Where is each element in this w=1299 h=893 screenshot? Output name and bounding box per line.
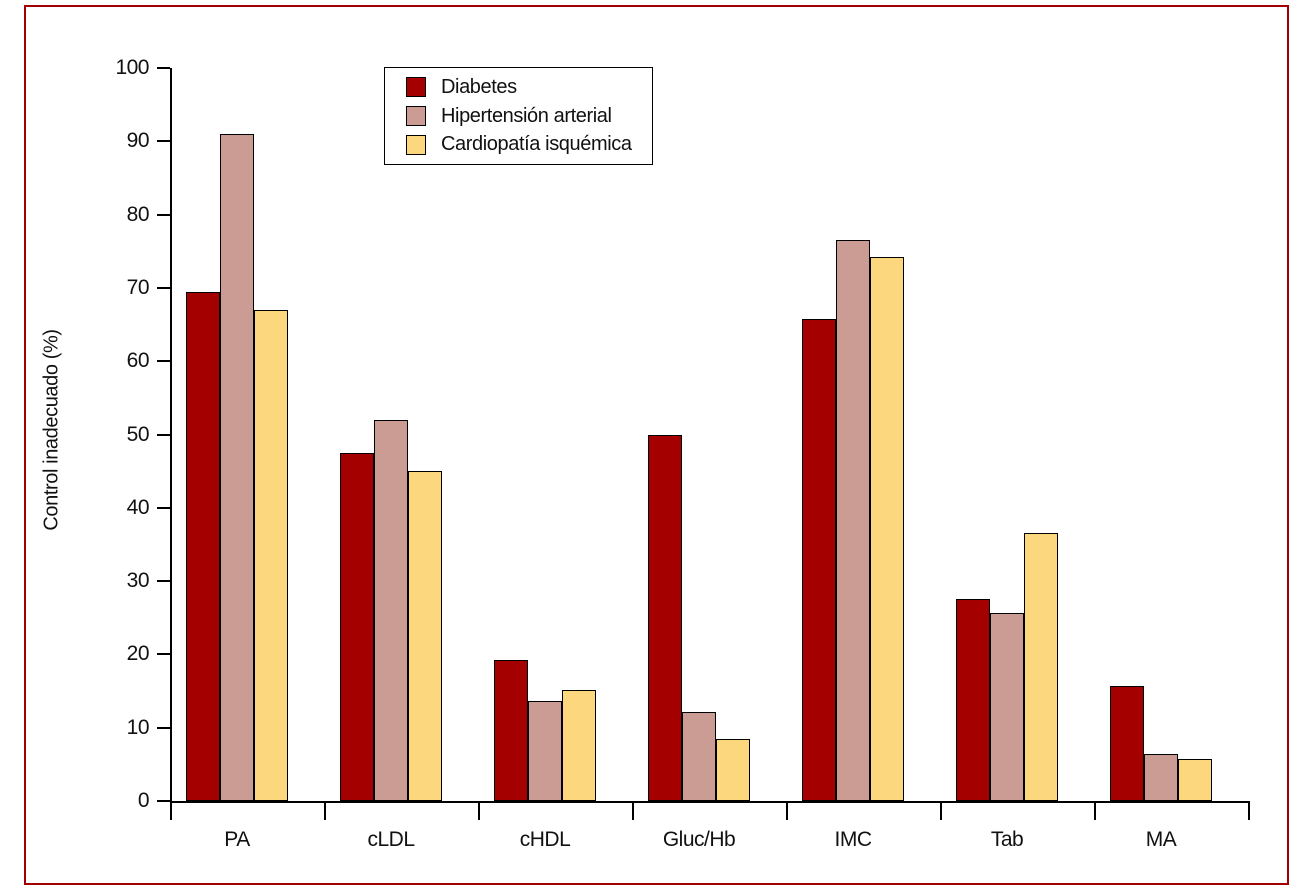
bar-pa-s1 xyxy=(220,133,254,801)
x-tick xyxy=(170,803,172,820)
legend: Diabetes Hipertensión arterial Cardiopat… xyxy=(384,67,653,165)
legend-item-cardiopatia: Cardiopatía isquémica xyxy=(385,133,652,156)
bar-gluc-hb-s0 xyxy=(648,434,682,801)
y-tick-label: 80 xyxy=(126,202,150,226)
x-tick xyxy=(786,803,788,820)
bar-cldl-s2 xyxy=(408,471,442,801)
x-tick xyxy=(632,803,634,820)
x-category-label: Tab xyxy=(990,828,1024,851)
y-axis-title: Control inadecuado (%) xyxy=(40,329,63,531)
bar-tab-s1 xyxy=(990,612,1024,801)
x-category-label: MA xyxy=(1145,828,1177,851)
bar-ma-s0 xyxy=(1110,685,1144,801)
x-tick xyxy=(1248,803,1250,820)
bar-ma-s2 xyxy=(1178,759,1212,801)
bar-pa-s0 xyxy=(186,291,220,801)
legend-item-hipertension: Hipertensión arterial xyxy=(385,105,652,128)
y-tick xyxy=(157,433,170,436)
y-tick xyxy=(157,140,170,143)
y-tick xyxy=(157,726,170,729)
x-category-label: cHDL xyxy=(519,828,571,851)
legend-label-diabetes: Diabetes xyxy=(441,75,517,98)
x-tick xyxy=(324,803,326,820)
y-tick-label: 20 xyxy=(126,642,150,666)
y-tick xyxy=(157,67,170,69)
bar-chdl-s2 xyxy=(562,689,596,801)
bar-chdl-s0 xyxy=(494,659,528,801)
bar-tab-s0 xyxy=(956,599,990,801)
y-tick xyxy=(157,506,170,509)
bar-cldl-s0 xyxy=(340,452,374,801)
bar-tab-s2 xyxy=(1024,532,1058,801)
x-category-label: cLDL xyxy=(367,828,415,851)
bar-imc-s2 xyxy=(870,257,904,801)
x-tick xyxy=(1094,803,1096,820)
bar-gluc-hb-s1 xyxy=(682,711,716,801)
y-tick-label: 0 xyxy=(137,789,150,812)
bar-ma-s1 xyxy=(1144,754,1178,801)
bar-imc-s0 xyxy=(802,319,836,801)
y-tick-label: 50 xyxy=(126,422,150,446)
x-category-label: IMC xyxy=(834,828,873,851)
x-category-label: PA xyxy=(224,828,250,851)
y-tick xyxy=(157,286,170,289)
x-axis-line xyxy=(170,801,1250,803)
y-tick-label: 90 xyxy=(126,129,150,153)
x-tick xyxy=(940,803,942,820)
legend-swatch-cardiopatia xyxy=(406,134,426,155)
y-tick-label: 60 xyxy=(126,349,150,373)
legend-label-cardiopatia: Cardiopatía isquémica xyxy=(441,133,632,156)
legend-label-hipertension: Hipertensión arterial xyxy=(441,104,612,127)
y-tick-label: 100 xyxy=(115,56,149,79)
y-tick-label: 30 xyxy=(126,569,150,593)
bar-pa-s2 xyxy=(254,309,288,801)
y-tick-label: 40 xyxy=(126,495,150,519)
y-tick-label: 10 xyxy=(126,715,150,739)
bar-gluc-hb-s2 xyxy=(716,739,750,801)
y-tick xyxy=(157,580,170,583)
y-tick xyxy=(157,360,170,363)
y-tick-label: 70 xyxy=(126,275,150,299)
legend-item-diabetes: Diabetes xyxy=(385,76,652,99)
x-category-label: Gluc/Hb xyxy=(662,828,736,851)
y-tick xyxy=(157,213,170,216)
x-tick xyxy=(478,803,480,820)
y-tick xyxy=(157,800,170,802)
bar-chdl-s1 xyxy=(528,700,562,801)
bar-cldl-s1 xyxy=(374,419,408,801)
y-axis-line xyxy=(170,68,172,801)
legend-swatch-hipertension xyxy=(406,106,426,126)
legend-swatch-diabetes xyxy=(406,77,426,98)
y-tick xyxy=(157,653,170,656)
bar-imc-s1 xyxy=(836,240,870,801)
